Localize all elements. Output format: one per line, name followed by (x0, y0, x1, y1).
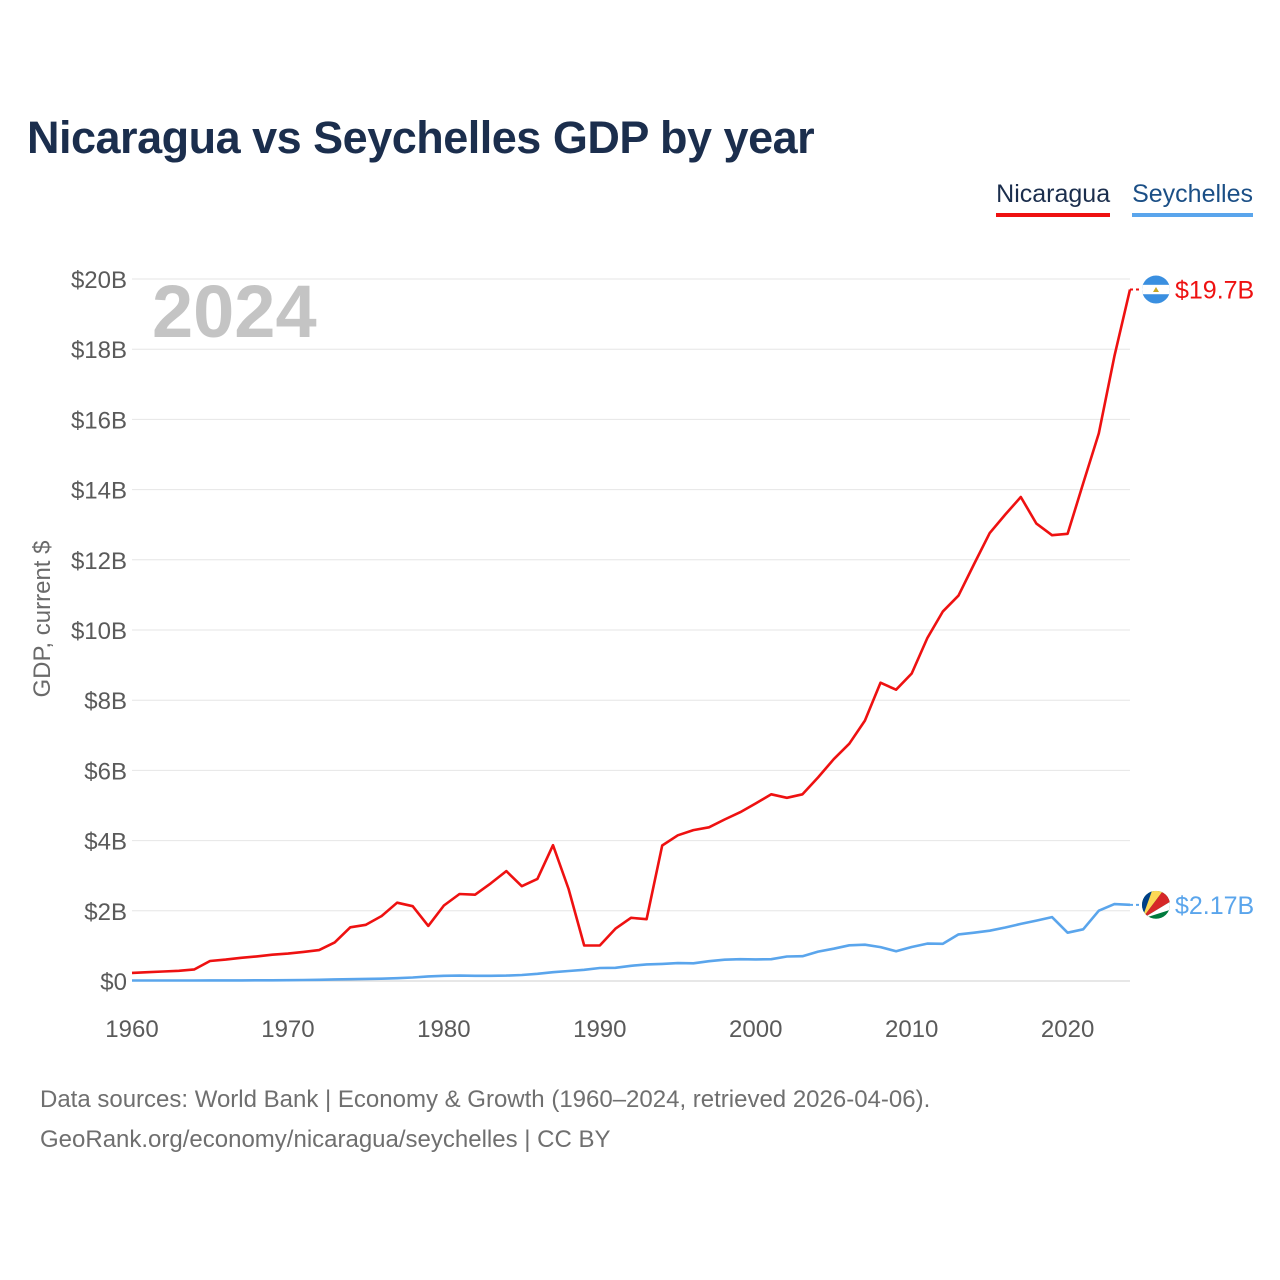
y-tick-label: $14B (71, 478, 127, 505)
x-tick-label: 2010 (885, 1016, 938, 1043)
year-watermark: 2024 (152, 270, 317, 353)
end-value-label-seychelles: $2.17B (1175, 892, 1254, 920)
series-line-nicaragua (131, 289, 1132, 975)
x-tick-label: 1990 (573, 1016, 626, 1043)
y-tick-label: $10B (71, 618, 127, 645)
source-line-2: GeoRank.org/economy/nicaragua/seychelles… (40, 1126, 611, 1153)
series-end-labels: $19.7B $2.17B (1130, 275, 1254, 920)
seychelles-flag-icon (1142, 890, 1170, 919)
y-tick-label: $16B (71, 407, 127, 434)
y-tick-label: $6B (84, 758, 127, 785)
series-lines (131, 289, 1132, 982)
y-tick-label: $4B (84, 829, 127, 856)
y-tick-label: $12B (71, 548, 127, 575)
source-line-1: Data sources: World Bank | Economy & Gro… (40, 1086, 931, 1113)
x-axis-ticks: 1960 1970 1980 1990 2000 2010 2020 (105, 1016, 1094, 1043)
y-tick-label: $18B (71, 337, 127, 364)
end-value-label-nicaragua: $19.7B (1175, 277, 1254, 305)
x-tick-label: 1980 (417, 1016, 470, 1043)
y-tick-label: $0 (100, 969, 127, 996)
gdp-line-chart: 2024 $0$2B$4B$6B$8B$10B$12B$14B$16B$18B$… (29, 267, 1254, 1043)
legend-item-seychelles[interactable]: Seychelles (1132, 180, 1253, 217)
x-tick-label: 2020 (1041, 1016, 1094, 1043)
nicaragua-flag-icon (1142, 275, 1170, 304)
y-axis-ticks: $0 $2B $4B $6B $8B $10B $12B $14B $16B $18B $20B (71, 267, 127, 996)
legend: Nicaragua Seychelles (996, 180, 1253, 217)
gridlines (132, 278, 1130, 982)
series-line-seychelles (132, 902, 1131, 982)
y-tick-label: $20B (71, 267, 127, 294)
y-axis-label: GDP, current $ (29, 541, 56, 698)
y-tick-label: $8B (84, 688, 127, 715)
legend-item-nicaragua[interactable]: Nicaragua (996, 180, 1111, 217)
source-note: Data sources: World Bank | Economy & Gro… (40, 1080, 930, 1160)
x-tick-label: 1960 (105, 1016, 158, 1043)
y-tick-label: $2B (84, 899, 127, 926)
chart-title: Nicaragua vs Seychelles GDP by year (27, 112, 815, 163)
x-tick-label: 1970 (261, 1016, 314, 1043)
x-tick-label: 2000 (729, 1016, 782, 1043)
